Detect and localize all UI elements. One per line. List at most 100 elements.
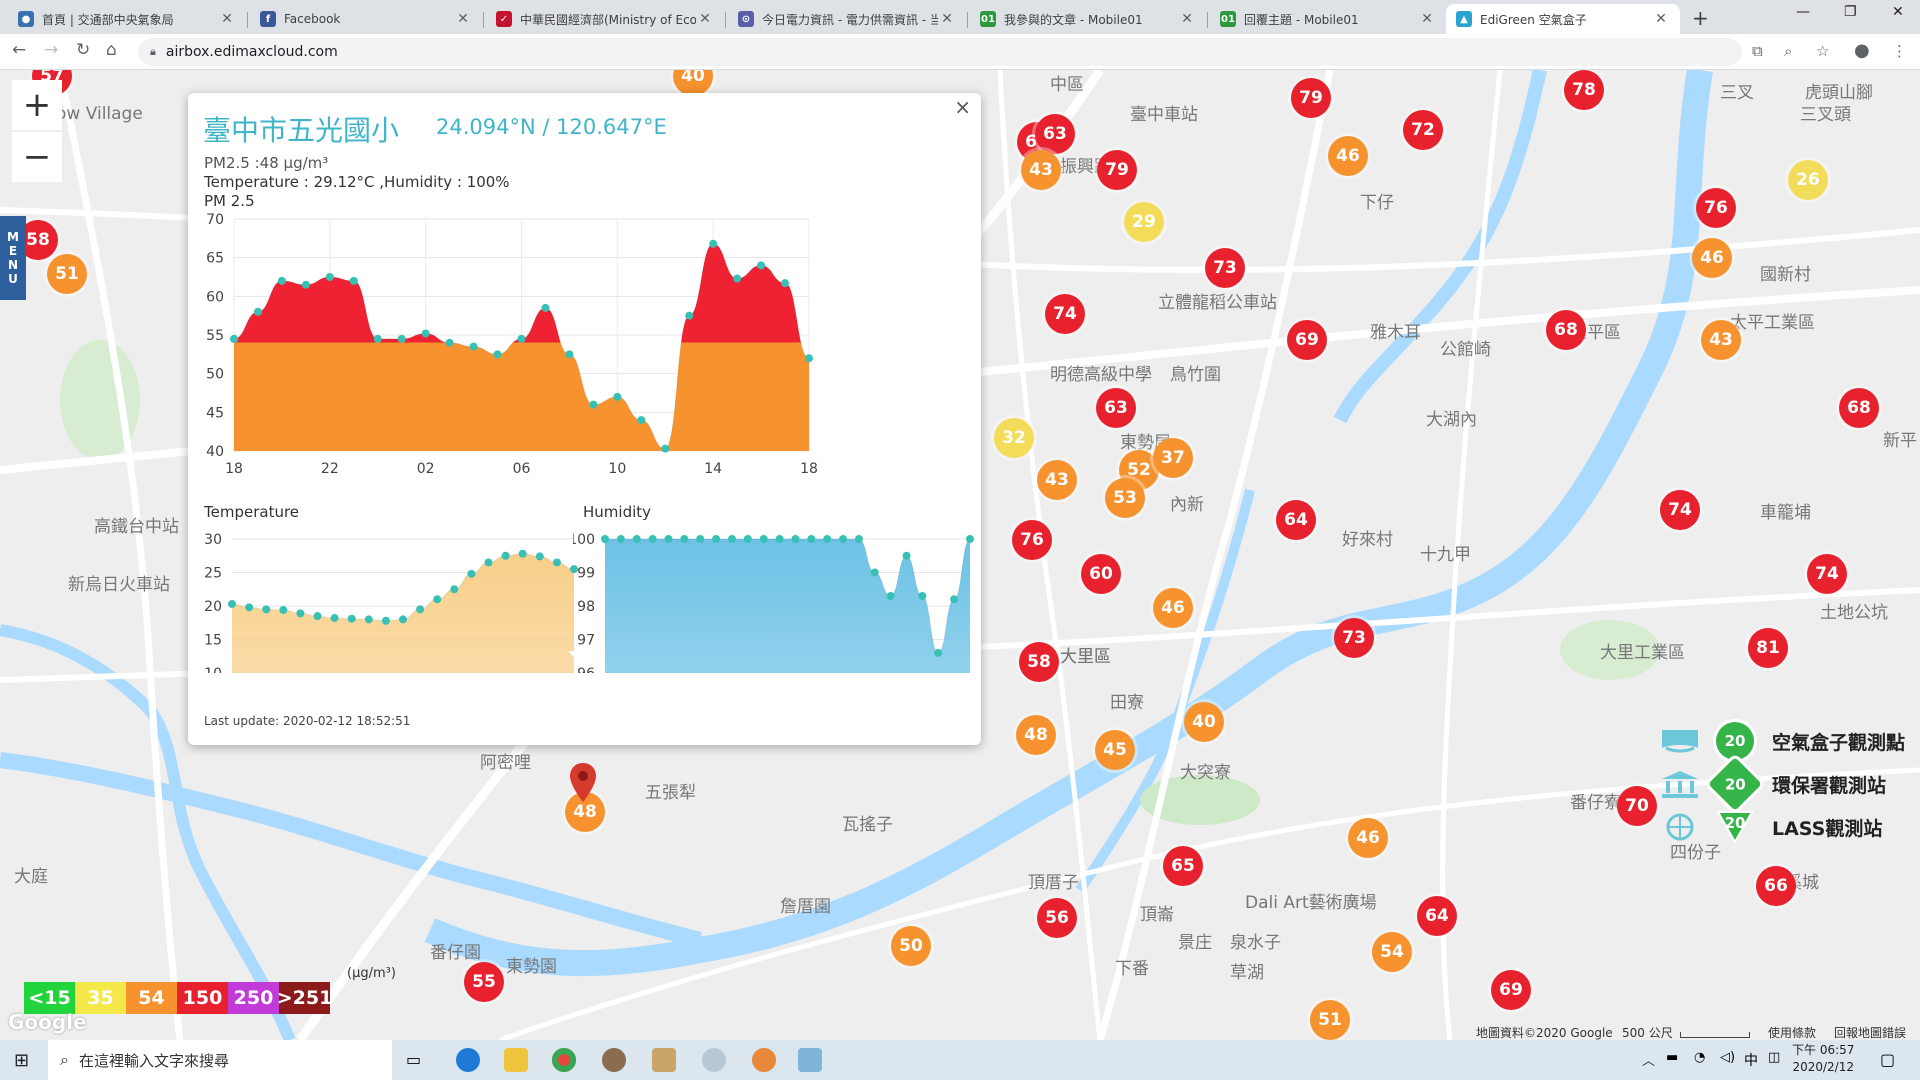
tab-facebook[interactable]: f Facebook ✕ xyxy=(250,4,482,34)
tab-mobile01-articles[interactable]: 01 我參與的文章 - Mobile01 ✕ xyxy=(970,4,1206,34)
pm25-marker[interactable]: 79 xyxy=(1291,78,1331,118)
pm25-marker[interactable]: 29 xyxy=(1124,202,1164,242)
volume-icon[interactable]: ◁) xyxy=(1720,1050,1736,1065)
blender-icon[interactable] xyxy=(752,1048,776,1072)
pm25-marker[interactable]: 40 xyxy=(1184,702,1224,742)
pm25-marker[interactable]: 43 xyxy=(1021,150,1061,190)
pm25-marker[interactable]: 56 xyxy=(1037,898,1077,938)
pm25-marker[interactable]: 45 xyxy=(1095,730,1135,770)
tab-power[interactable]: ⊙ 今日電力資訊 - 電力供需資訊 - 当 ✕ xyxy=(728,4,966,34)
forward-icon[interactable]: → xyxy=(44,40,59,60)
pm25-marker[interactable]: 51 xyxy=(1310,1000,1350,1040)
new-tab-button[interactable]: + xyxy=(1692,6,1709,30)
close-window-icon[interactable]: ✕ xyxy=(1892,4,1904,20)
tab-cwb[interactable]: ● 首頁 | 交通部中央氣象局 ✕ xyxy=(8,4,246,34)
selected-location-pin-icon[interactable] xyxy=(568,762,598,804)
chrome-icon[interactable] xyxy=(552,1048,576,1072)
pm25-marker[interactable]: 48 xyxy=(1016,715,1056,755)
file-explorer-icon[interactable] xyxy=(504,1048,528,1072)
app-icon[interactable] xyxy=(798,1048,822,1072)
terms-link[interactable]: 使用條款 xyxy=(1768,1026,1817,1040)
battery-icon[interactable]: ▬ xyxy=(1666,1050,1679,1065)
pm25-marker[interactable]: 68 xyxy=(1546,310,1586,350)
home-icon[interactable]: ⌂ xyxy=(106,40,117,60)
pm25-marker[interactable]: 46 xyxy=(1348,818,1388,858)
bookmark-star-icon[interactable]: ☆ xyxy=(1816,42,1830,60)
network-icon[interactable]: ◔ xyxy=(1694,1050,1706,1065)
pm25-marker[interactable]: 46 xyxy=(1692,238,1732,278)
zoom-icon[interactable]: ⌕ xyxy=(1784,42,1793,60)
pm25-marker[interactable]: 55 xyxy=(464,962,504,1002)
notification-icon[interactable]: ▢ xyxy=(1880,1050,1896,1069)
pm25-marker[interactable]: 64 xyxy=(1417,896,1457,936)
pm25-marker[interactable]: 46 xyxy=(1153,588,1193,628)
tab-moea[interactable]: ✓ 中華民國經濟部(Ministry of Eco ✕ xyxy=(486,4,724,34)
pm25-marker[interactable]: 64 xyxy=(1276,500,1316,540)
pm25-marker[interactable]: 63 xyxy=(1035,114,1075,154)
pm25-marker[interactable]: 65 xyxy=(1163,846,1203,886)
pm25-marker[interactable]: 81 xyxy=(1748,628,1788,668)
url-input[interactable]: 🔒︎ airbox.edimaxcloud.com xyxy=(138,38,1742,66)
minimize-icon[interactable]: — xyxy=(1796,4,1810,20)
pm25-marker[interactable]: 72 xyxy=(1403,110,1443,150)
pm25-marker[interactable]: 73 xyxy=(1205,248,1245,288)
taskbar-search-input[interactable]: ⌕ 在這裡輸入文字來搜尋 xyxy=(48,1040,392,1080)
pm25-marker[interactable]: 54 xyxy=(1372,932,1412,972)
pm25-marker[interactable]: 68 xyxy=(1839,388,1879,428)
ime-mode-icon[interactable]: ◫ xyxy=(1768,1050,1781,1065)
tab-close-icon[interactable]: ✕ xyxy=(1655,11,1667,27)
pm25-marker[interactable]: 70 xyxy=(1617,786,1657,826)
pm25-marker[interactable]: 76 xyxy=(1696,188,1736,228)
pm25-marker[interactable]: 26 xyxy=(1788,160,1828,200)
edge-icon[interactable] xyxy=(456,1048,480,1072)
app-icon[interactable] xyxy=(702,1048,726,1072)
pm25-marker[interactable]: 53 xyxy=(1105,478,1145,518)
tab-close-icon[interactable]: ✕ xyxy=(699,11,711,27)
zoom-out-button[interactable]: − xyxy=(12,132,62,182)
popup-close-button[interactable]: × xyxy=(954,95,971,119)
pm25-marker[interactable]: 51 xyxy=(47,254,87,294)
pm25-marker[interactable]: 69 xyxy=(1287,320,1327,360)
translate-icon[interactable]: ⧉ xyxy=(1752,42,1763,60)
app-icon[interactable] xyxy=(652,1048,676,1072)
back-icon[interactable]: ← xyxy=(12,40,27,60)
pm25-marker[interactable]: 58 xyxy=(1019,642,1059,682)
pm25-marker[interactable]: 69 xyxy=(1491,970,1531,1010)
reload-icon[interactable]: ↻ xyxy=(76,40,91,60)
system-clock[interactable]: 下午 06:57 2020/2/12 xyxy=(1792,1042,1854,1076)
pm25-marker[interactable]: 79 xyxy=(1097,150,1137,190)
pm25-marker[interactable]: 78 xyxy=(1564,70,1604,110)
pm25-marker[interactable]: 74 xyxy=(1045,294,1085,334)
zoom-in-button[interactable]: + xyxy=(12,80,62,130)
pm25-marker[interactable]: 60 xyxy=(1081,554,1121,594)
pm25-marker[interactable]: 50 xyxy=(891,926,931,966)
pm25-marker[interactable]: 74 xyxy=(1807,554,1847,594)
profile-icon[interactable]: ● xyxy=(1854,40,1870,61)
tray-up-icon[interactable]: ︿ xyxy=(1642,1054,1656,1069)
pm25-marker[interactable]: 73 xyxy=(1334,618,1374,658)
pm25-marker[interactable]: 63 xyxy=(1096,388,1136,428)
app-icon[interactable] xyxy=(602,1048,626,1072)
pm25-marker[interactable]: 66 xyxy=(1756,866,1796,906)
pm25-marker[interactable]: 43 xyxy=(1701,320,1741,360)
tab-close-icon[interactable]: ✕ xyxy=(221,11,233,27)
tab-close-icon[interactable]: ✕ xyxy=(941,11,953,27)
pm25-marker[interactable]: 76 xyxy=(1012,520,1052,560)
windows-start-icon[interactable]: ⊞ xyxy=(14,1050,30,1071)
tab-close-icon[interactable]: ✕ xyxy=(457,11,469,27)
pm25-marker[interactable]: 43 xyxy=(1037,460,1077,500)
tab-close-icon[interactable]: ✕ xyxy=(1421,11,1433,27)
pm25-marker[interactable]: 46 xyxy=(1328,136,1368,176)
pm25-marker[interactable]: 32 xyxy=(994,418,1034,458)
ime-indicator[interactable]: 中 xyxy=(1744,1053,1758,1069)
pm25-marker[interactable]: 74 xyxy=(1660,490,1700,530)
task-view-icon[interactable]: ▭ xyxy=(406,1050,422,1069)
tab-edigreen[interactable]: ▲ EdiGreen 空氣盒子 ✕ xyxy=(1446,4,1680,34)
report-error-link[interactable]: 回報地圖錯誤 xyxy=(1834,1026,1907,1040)
tab-mobile01-reply[interactable]: 01 回覆主題 - Mobile01 ✕ xyxy=(1210,4,1446,34)
restore-icon[interactable]: ❐ xyxy=(1844,4,1857,20)
pm25-marker[interactable]: 37 xyxy=(1153,438,1193,478)
tab-close-icon[interactable]: ✕ xyxy=(1181,11,1193,27)
browser-menu-icon[interactable]: ⋮ xyxy=(1892,42,1907,60)
